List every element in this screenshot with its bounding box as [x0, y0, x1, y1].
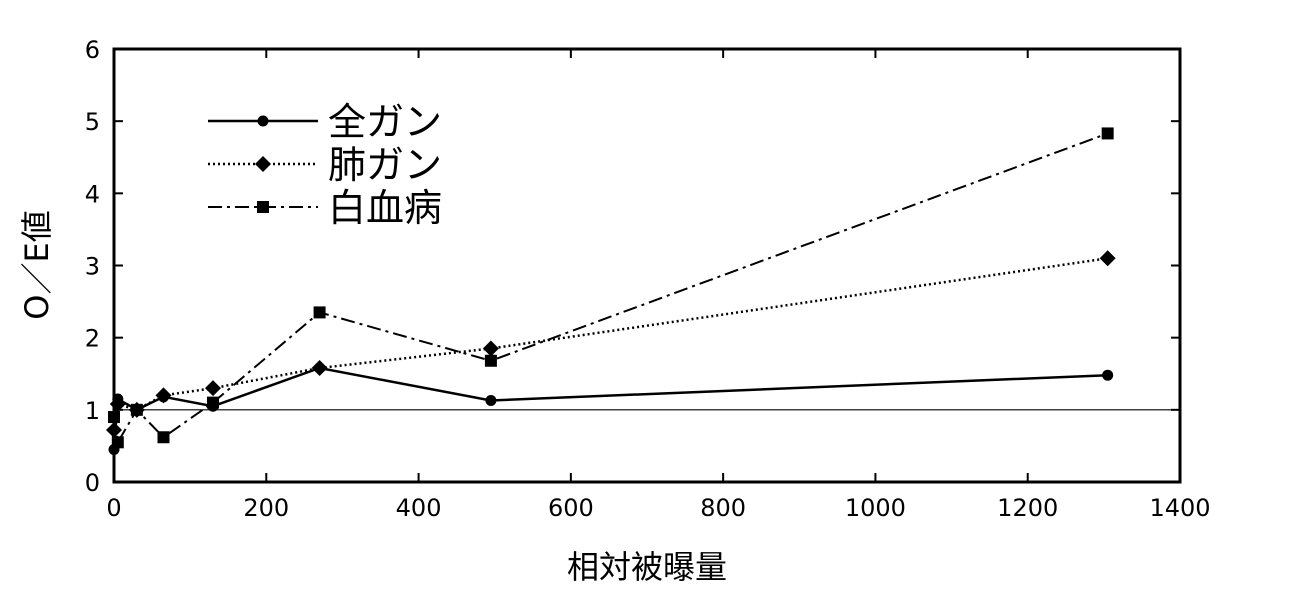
legend-label: 肺ガン — [328, 143, 442, 187]
x-tick-label: 400 — [396, 494, 442, 522]
y-tick-label: 0 — [85, 469, 100, 497]
legend-entry: 肺ガン — [208, 143, 442, 187]
data-point — [1102, 369, 1114, 381]
x-tick-label: 1200 — [997, 494, 1058, 522]
series-line — [112, 257, 1108, 431]
data-point — [108, 411, 120, 424]
y-axis-label: O／E値 — [18, 210, 56, 319]
ticks-layer: 0 200 400 600 800 1000 1200 1400 0 1 2 3 4 5 6 — [85, 36, 1211, 522]
plot-frame — [112, 47, 1182, 484]
legend-entry: 白血病 — [208, 186, 442, 230]
x-tick-label: 200 — [243, 494, 289, 522]
data-point — [484, 354, 497, 367]
data-point — [109, 396, 126, 413]
x-tick-label: 0 — [106, 494, 121, 522]
y-tick-label: 6 — [85, 36, 100, 64]
data-point — [155, 387, 172, 404]
series-line — [112, 366, 1108, 450]
data-point — [106, 422, 122, 439]
data-point — [482, 340, 499, 357]
x-tick-label: 600 — [548, 494, 594, 522]
legend-marker — [255, 156, 271, 172]
y-tick-label: 1 — [85, 397, 100, 425]
data-point — [157, 431, 170, 444]
data-point — [206, 396, 219, 409]
series-1 — [108, 362, 1114, 456]
x-tick-label: 800 — [700, 494, 746, 522]
y-tick-label: 3 — [85, 253, 100, 281]
legend-label: 全ガン — [328, 100, 442, 144]
data-point — [1099, 250, 1116, 267]
data-point — [1101, 127, 1114, 140]
series-3 — [108, 127, 1114, 449]
x-axis-label: 相対被曝量 — [567, 548, 727, 586]
series-layer — [106, 127, 1116, 456]
x-tick-label: 1400 — [1149, 494, 1210, 522]
y-tick-label: 5 — [85, 108, 100, 136]
data-point — [204, 380, 221, 397]
x-tick-label: 1000 — [845, 494, 906, 522]
y-tick-label: 4 — [85, 180, 100, 208]
legend-label: 白血病 — [328, 186, 442, 230]
data-point — [111, 436, 124, 449]
y-tick-label: 2 — [85, 325, 100, 353]
data-point — [313, 306, 326, 319]
data-point — [485, 394, 497, 406]
legend-marker — [257, 115, 269, 127]
data-point — [130, 403, 143, 416]
data-point — [311, 359, 328, 376]
legend-entry: 全ガン — [208, 100, 442, 144]
legend-marker — [257, 201, 269, 213]
